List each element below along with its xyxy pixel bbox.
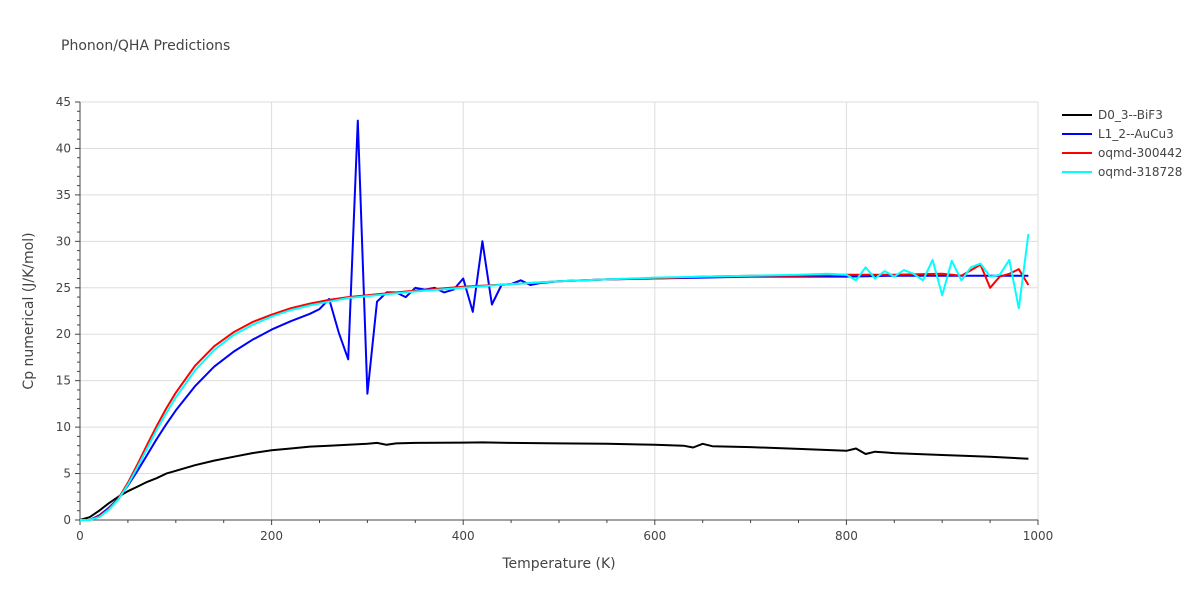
- x-ticks: 0 200 400 600 800 1000: [76, 520, 1053, 543]
- y-ticks: 0 5 10 15 20 25 30 35 40 45: [56, 95, 80, 527]
- x-axis-title: Temperature (K): [501, 556, 615, 572]
- y-tick-label: 30: [56, 234, 71, 248]
- series-line-oqmd-318728: [80, 233, 1030, 521]
- plot-area: [79, 119, 1030, 521]
- legend-item[interactable]: D0_3--BiF3: [1062, 108, 1163, 122]
- y-tick-label: 20: [56, 327, 71, 341]
- x-tick-label: 200: [260, 529, 283, 543]
- legend-label: D0_3--BiF3: [1098, 108, 1163, 122]
- grid: [80, 101, 1039, 520]
- legend-label: L1_2--AuCu3: [1098, 127, 1174, 141]
- x-tick-label: 800: [835, 529, 858, 543]
- x-tick-label: 600: [643, 529, 666, 543]
- y-tick-label: 0: [63, 513, 71, 527]
- legend-item[interactable]: L1_2--AuCu3: [1062, 127, 1174, 141]
- y-tick-label: 35: [56, 188, 71, 202]
- y-tick-label: 45: [56, 95, 71, 109]
- series-line-D0_3--BiF3: [79, 441, 1029, 521]
- chart-title: Phonon/QHA Predictions: [61, 38, 230, 54]
- x-tick-label: 0: [76, 529, 84, 543]
- y-axis-title: Cp numerical (J/K/mol): [21, 232, 37, 389]
- x-tick-label: 400: [452, 529, 475, 543]
- legend-item[interactable]: oqmd-300442: [1062, 146, 1182, 160]
- legend-label: oqmd-300442: [1098, 146, 1182, 160]
- y-tick-label: 40: [56, 141, 71, 155]
- x-tick-label: 1000: [1023, 529, 1054, 543]
- legend-item[interactable]: oqmd-318728: [1062, 165, 1182, 179]
- y-tick-label: 25: [56, 281, 71, 295]
- y-tick-label: 15: [56, 374, 71, 388]
- legend-label: oqmd-318728: [1098, 165, 1182, 179]
- legend[interactable]: D0_3--BiF3 L1_2--AuCu3 oqmd-300442 oqmd-318…: [1062, 108, 1182, 179]
- y-tick-label: 10: [56, 420, 71, 434]
- y-tick-label: 5: [63, 467, 71, 481]
